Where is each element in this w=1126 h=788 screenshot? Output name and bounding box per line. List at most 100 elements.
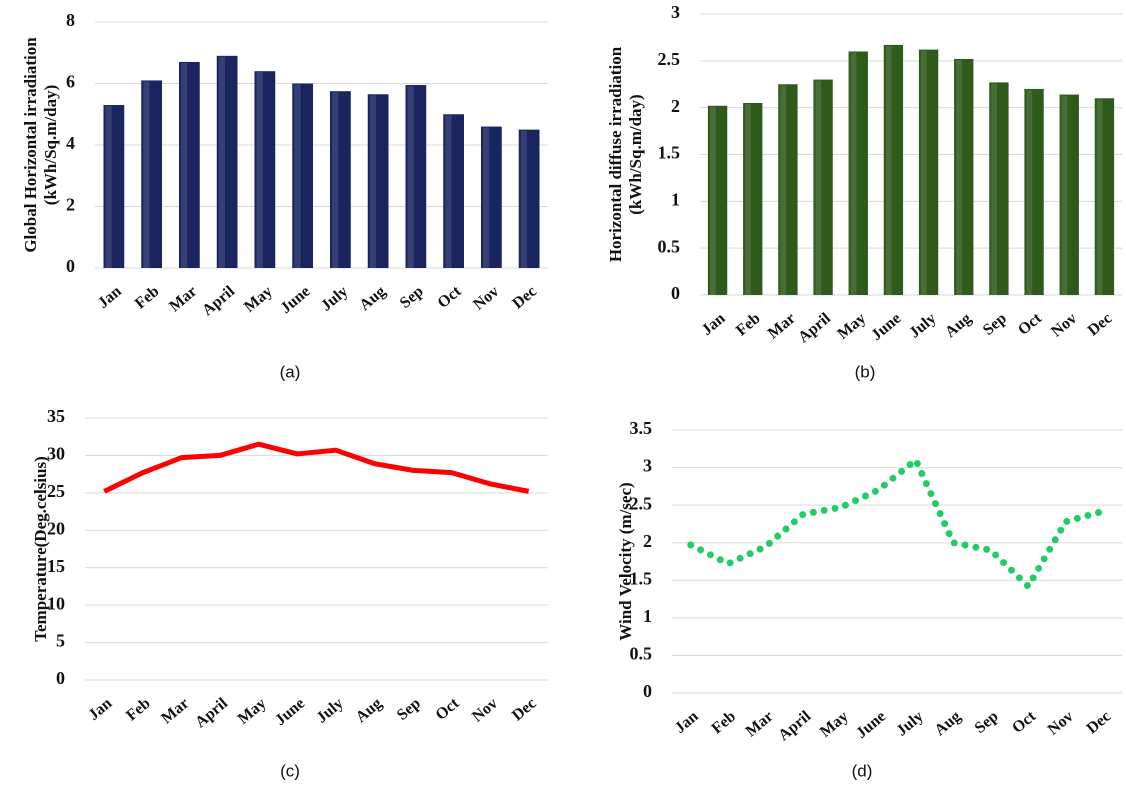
y-tick-label: 2.5	[658, 49, 681, 69]
y-axis-label: Temperature(Deg.celsius)	[31, 456, 50, 642]
x-tick-label: Nov	[470, 283, 502, 314]
caption: (a)	[280, 362, 301, 381]
bar-highlight	[991, 83, 998, 295]
x-tick-label: Mar	[765, 310, 799, 342]
x-tick-label: May	[241, 283, 276, 316]
bar-highlight	[105, 106, 112, 269]
bar	[254, 71, 276, 268]
x-tick-label: May	[817, 708, 852, 741]
bar-highlight	[1026, 89, 1033, 295]
y-tick-label: 2	[671, 96, 680, 116]
x-tick-label: Feb	[132, 283, 163, 313]
x-tick-label: Feb	[709, 708, 740, 738]
x-tick-label: Jan	[85, 695, 115, 724]
bar	[405, 85, 427, 268]
x-tick-label: Mar	[158, 695, 192, 727]
bar	[989, 82, 1009, 295]
x-tick-label: May	[834, 310, 869, 343]
caption: (b)	[855, 362, 876, 381]
x-tick-label: Jan	[672, 708, 702, 737]
y-tick-label: 3	[643, 456, 652, 476]
bar-highlight	[294, 84, 301, 268]
y-tick-label: 25	[47, 481, 65, 501]
bar-highlight	[520, 130, 527, 268]
bar	[848, 51, 868, 295]
x-tick-label: Mar	[166, 283, 200, 315]
x-tick-label: Oct	[1015, 309, 1045, 338]
x-tick-label: Sep	[972, 708, 1002, 737]
bar	[813, 79, 833, 295]
x-tick-label: Dec	[1085, 310, 1116, 340]
y-tick-label: 10	[47, 593, 65, 613]
x-tick-label: Sep	[397, 283, 427, 312]
caption: (c)	[280, 761, 300, 780]
bar-highlight	[745, 103, 751, 295]
bar-highlight	[885, 45, 892, 295]
x-tick-label: July	[906, 310, 939, 342]
bar	[292, 83, 314, 268]
bar-highlight	[407, 86, 414, 268]
y-axis-label: (kWh/Sq.m/day)	[626, 94, 645, 214]
bar-highlight	[850, 52, 857, 295]
x-tick-label: Dec	[509, 283, 540, 313]
bar-highlight	[369, 95, 376, 268]
y-axis-label: Wind Velocity (m/sec)	[616, 482, 635, 640]
x-tick-label: June	[853, 708, 889, 742]
x-tick-label: June	[277, 283, 313, 317]
y-tick-label: 1	[671, 189, 680, 209]
y-tick-label: 0	[643, 681, 652, 701]
x-tick-label: April	[795, 310, 834, 347]
bar-highlight	[709, 106, 716, 295]
y-tick-label: 5	[56, 631, 65, 651]
bar	[883, 44, 904, 295]
x-tick-label: Nov	[1048, 310, 1080, 341]
y-tick-label: 2.5	[630, 493, 653, 513]
y-tick-label: 6	[66, 72, 75, 92]
x-tick-label: Aug	[353, 695, 386, 726]
y-axis-label: Global Horizontal irradiation	[21, 37, 40, 253]
bar-highlight	[1096, 99, 1103, 295]
bar	[141, 80, 163, 268]
bar-highlight	[482, 127, 490, 268]
bar	[103, 105, 125, 269]
bar-highlight	[1061, 95, 1068, 295]
y-tick-label: 1.5	[630, 568, 653, 588]
bar-highlight	[331, 92, 339, 268]
y-tick-label: 0	[56, 668, 65, 688]
y-tick-label: 4	[66, 133, 75, 153]
x-tick-label: June	[272, 695, 308, 729]
y-axis-label: (kWh/Sq.m/day)	[41, 85, 60, 205]
bar	[707, 105, 728, 295]
x-tick-label: July	[318, 283, 351, 315]
caption: (d)	[852, 761, 873, 780]
x-tick-label: Feb	[123, 695, 154, 725]
bar-highlight	[445, 115, 452, 268]
x-tick-label: July	[313, 695, 346, 727]
x-tick-label: July	[893, 708, 926, 740]
bar	[216, 55, 238, 269]
bar	[1059, 94, 1079, 295]
x-tick-label: April	[775, 708, 814, 745]
y-axis-label: Horizontal diffuse irradiation	[606, 46, 625, 262]
bar-highlight	[256, 72, 263, 268]
x-tick-label: April	[199, 283, 238, 320]
x-tick-label: Aug	[942, 310, 975, 341]
x-tick-label: Dec	[1084, 708, 1115, 738]
x-tick-label: Jan	[699, 310, 729, 339]
y-tick-label: 0	[671, 283, 680, 303]
bar-highlight	[956, 59, 962, 296]
x-tick-label: Mar	[743, 708, 777, 740]
bar-highlight	[180, 62, 188, 268]
line	[687, 456, 1107, 590]
x-tick-label: April	[192, 695, 231, 732]
bar-highlight	[920, 50, 927, 295]
bar	[778, 84, 798, 295]
y-tick-label: 30	[47, 444, 65, 464]
y-tick-label: 1	[643, 606, 652, 626]
y-tick-label: 3	[671, 2, 680, 22]
bar	[1024, 88, 1044, 295]
bar-highlight	[143, 81, 150, 268]
bar	[367, 94, 389, 268]
